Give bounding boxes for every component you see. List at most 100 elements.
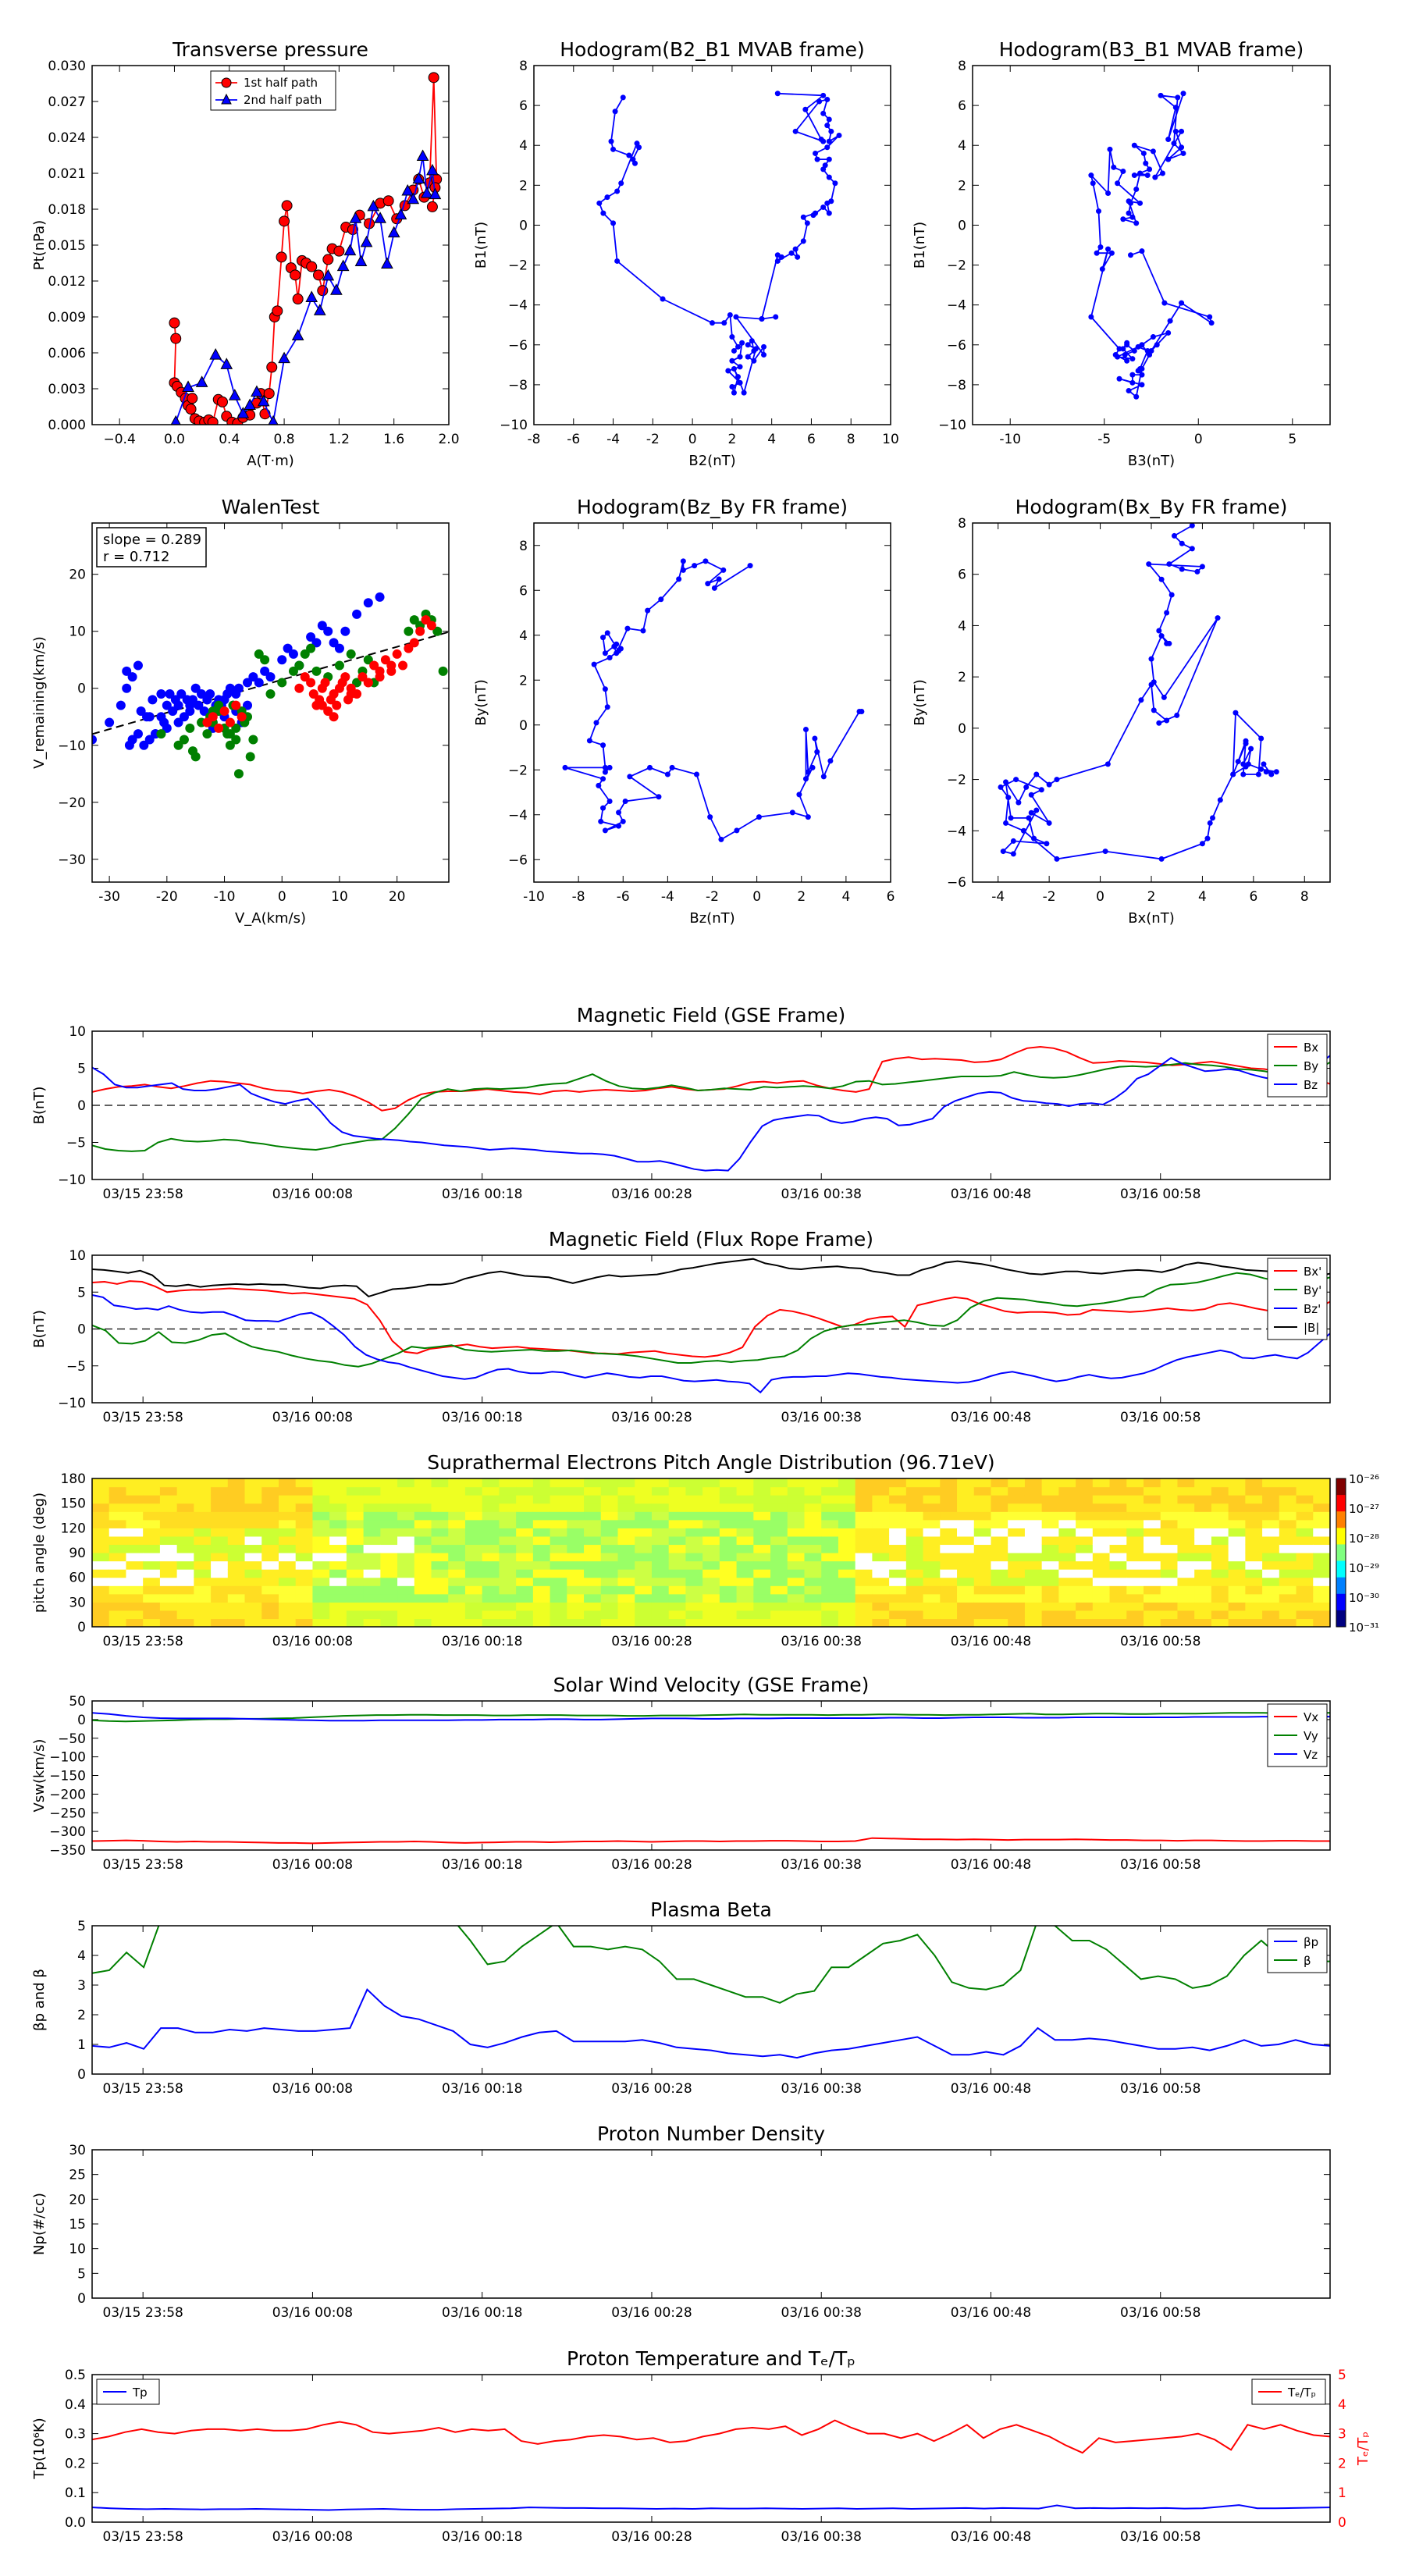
heatmap-cell [991,1602,1008,1611]
heatmap-cell [584,1593,602,1603]
data-point [600,776,606,782]
heatmap-cell [787,1495,806,1504]
series-line-1 [92,1272,1330,1368]
data-point [1154,342,1160,348]
heatmap-cell [397,1486,415,1496]
heatmap-cell [1092,1602,1111,1611]
y-tick-label: −10 [58,738,86,754]
heatmap-cell [380,1478,398,1488]
legend-box [210,70,336,111]
heatmap-cell [1245,1610,1263,1620]
heatmap-cell [1160,1519,1179,1528]
heatmap-cell [278,1553,297,1562]
heatmap-cell [1144,1610,1161,1620]
heatmap-cell [414,1503,432,1512]
heatmap-cell [957,1602,975,1611]
data-point [836,132,842,138]
heatmap-cell [617,1511,635,1521]
data-point [593,720,599,726]
data-point [1115,180,1121,187]
heatmap-cell [482,1560,500,1570]
heatmap-cell [1109,1535,1127,1546]
data-point [720,567,727,573]
heatmap-cell [211,1535,229,1546]
heatmap-cell [1109,1577,1127,1586]
heatmap-cell [804,1553,822,1562]
heatmap-cell [1194,1478,1212,1488]
y-tick-label: −2 [508,763,528,778]
heatmap-cell [991,1495,1008,1504]
data-point [1171,532,1177,539]
heatmap-cell [346,1544,365,1553]
heatmap-cell [143,1585,161,1595]
heatmap-cell [787,1569,806,1578]
heatmap-cell [363,1602,381,1611]
heatmap-cell [1144,1495,1161,1504]
heatmap-cell [550,1519,567,1528]
data-point [375,672,385,682]
heatmap-cell [1245,1577,1263,1586]
heatmap-cell [448,1486,466,1496]
heatmap-cell [855,1535,873,1546]
data-point [294,660,304,671]
heatmap-cell [1262,1519,1280,1528]
y-tick-label: 90 [69,1546,86,1561]
data-point [618,180,624,187]
series-line-3 [92,1258,1330,1298]
heatmap-cell [736,1602,754,1611]
plot-area [562,558,865,842]
heatmap-cell [905,1593,924,1603]
x-tick-label: 03/16 00:28 [611,2081,692,2097]
data-point [404,626,414,636]
heatmap-cell [991,1478,1008,1488]
heatmap-cell [1245,1569,1263,1578]
heatmap-cell [516,1577,534,1586]
heatmap-cell [855,1618,873,1627]
data-point [813,150,819,156]
heatmap-cell [1245,1495,1263,1504]
chart-title: Solar Wind Velocity (GSE Frame) [553,1674,870,1696]
y-tick-label: 5 [77,1919,86,1934]
heatmap-cell [617,1528,635,1537]
heatmap-cell [92,1553,110,1562]
series-line-1 [92,2419,1330,2454]
heatmap-cell [1126,1569,1144,1578]
x-tick-label: 03/16 00:28 [611,1634,692,1649]
heatmap-cell [108,1593,127,1603]
legend-label: By' [1304,1283,1321,1297]
heatmap-cell [1109,1478,1127,1488]
data-point [185,706,195,716]
y-tick-label: 15 [69,2217,86,2233]
heatmap-cell [244,1478,262,1488]
data-point [616,823,622,829]
heatmap-cell [380,1553,398,1562]
heatmap-cell [719,1593,738,1603]
heatmap-cell [363,1585,381,1595]
data-point [329,712,339,722]
heatmap-cell [448,1511,466,1521]
data-point [332,700,342,710]
heatmap-cell [957,1535,975,1546]
heatmap-cell [872,1495,890,1504]
heatmap-cell [126,1503,144,1512]
heatmap-cell [584,1602,602,1611]
x-tick-label: 03/16 00:58 [1120,1857,1200,1873]
heatmap-cell [550,1577,567,1586]
heatmap-cell [702,1478,720,1488]
data-point [277,655,287,665]
heatmap-cell [821,1503,839,1512]
data-point [737,364,743,370]
y-tick-label: 120 [61,1521,86,1536]
data-point [814,156,820,162]
x-tick-label: 03/16 00:58 [1120,1187,1200,1202]
heatmap-cell [194,1528,212,1537]
y-tick-label: 10 [69,2242,86,2258]
heatmap-cell [1279,1511,1297,1521]
heatmap-cell [872,1610,890,1620]
data-point [288,666,298,676]
data-point [664,771,670,777]
plot-frame [91,1478,1331,1628]
heatmap-cell [516,1528,534,1537]
heatmap-cell [295,1585,314,1595]
heatmap-cell [550,1602,567,1611]
